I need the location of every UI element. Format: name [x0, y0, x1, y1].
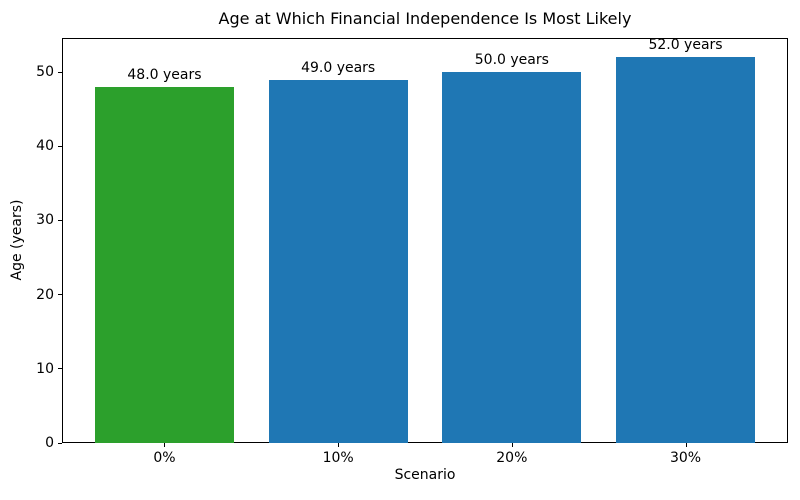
y-tick-mark — [58, 145, 62, 147]
x-tick-label: 0% — [153, 450, 176, 466]
x-tick-mark — [338, 443, 340, 447]
y-tick-mark — [58, 294, 62, 296]
y-tick-mark — [58, 71, 62, 73]
y-tick-label: 0 — [45, 435, 54, 451]
bar-value-label: 52.0 years — [648, 37, 723, 54]
y-tick-mark — [58, 442, 62, 444]
y-tick-label: 10 — [36, 360, 54, 377]
y-tick-mark — [58, 219, 62, 221]
x-tick-mark — [511, 443, 513, 447]
x-tick-mark — [685, 443, 687, 447]
chart-title: Age at Which Financial Independence Is M… — [218, 9, 632, 28]
bar — [442, 72, 582, 443]
bar — [616, 57, 755, 443]
bar — [95, 86, 234, 443]
y-tick-label: 40 — [36, 138, 54, 155]
bar-value-label: 50.0 years — [474, 52, 549, 69]
y-tick-label: 30 — [36, 212, 54, 229]
x-tick-mark — [164, 443, 166, 447]
x-tick-label: 10% — [322, 450, 354, 466]
bar — [268, 79, 408, 443]
y-tick-label: 50 — [36, 64, 54, 81]
y-tick-label: 20 — [36, 286, 54, 303]
x-axis-label: Scenario — [394, 467, 456, 483]
bar-value-label: 49.0 years — [301, 59, 376, 76]
y-tick-mark — [58, 368, 62, 370]
x-tick-label: 30% — [669, 450, 702, 466]
bar-value-label: 48.0 years — [127, 66, 202, 83]
x-tick-label: 20% — [496, 450, 528, 466]
